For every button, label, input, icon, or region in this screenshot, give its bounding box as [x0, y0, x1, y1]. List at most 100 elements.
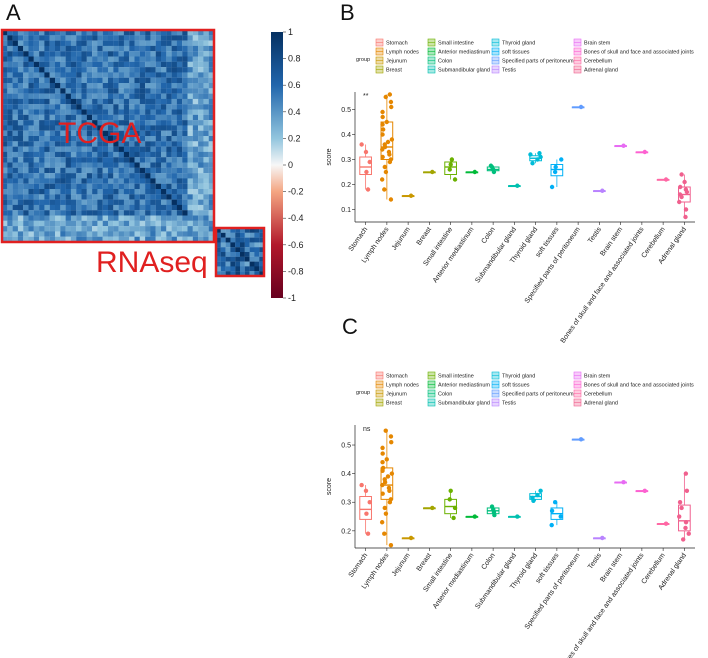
heatmap-cell — [139, 157, 146, 163]
heatmap-cell — [28, 83, 34, 89]
heatmap-cell — [150, 215, 156, 221]
heatmap-cell — [70, 151, 77, 158]
heatmap-cell — [97, 204, 103, 211]
heatmap-cell — [108, 199, 114, 205]
heatmap-cell — [33, 215, 40, 221]
heatmap-cell — [203, 199, 209, 205]
heatmap-cell — [12, 98, 18, 105]
heatmap-cell — [102, 120, 109, 126]
heatmap-cell — [208, 136, 215, 142]
heatmap-cell — [225, 261, 231, 267]
heatmap-cell — [33, 130, 40, 137]
heatmap-cell — [192, 236, 199, 243]
data-point — [447, 497, 452, 502]
heatmap-cell — [76, 194, 82, 200]
x-tick-label: Bones of skull and face and associated j… — [560, 226, 646, 345]
heatmap-cell — [176, 194, 183, 200]
heatmap-cell — [203, 109, 209, 115]
y-tick-label: 0.3 — [341, 157, 351, 164]
data-point — [683, 471, 689, 476]
heatmap-cell — [86, 236, 93, 243]
heatmap-cell — [23, 67, 29, 73]
heatmap-cell — [118, 162, 124, 168]
heatmap-cell — [166, 189, 172, 195]
heatmap-cell — [150, 173, 156, 179]
heatmap-cell — [187, 236, 193, 243]
heatmap-cell — [225, 256, 231, 262]
heatmap-cell — [208, 220, 215, 227]
heatmap-cell — [235, 242, 241, 248]
heatmap-cell — [208, 98, 215, 105]
x-tick-label: Submandibular gland — [474, 552, 518, 610]
heatmap-cell — [70, 215, 77, 221]
heatmap-cell — [23, 204, 29, 211]
heatmap-cell — [166, 67, 172, 73]
heatmap-cell — [33, 40, 40, 46]
heatmap-cell — [182, 61, 188, 68]
heatmap-cell — [203, 40, 209, 46]
heatmap-cell — [182, 141, 188, 147]
heatmap-cell — [187, 45, 193, 52]
heatmap-cell — [155, 72, 162, 78]
heatmap-cell — [139, 67, 146, 73]
heatmap-cell — [145, 162, 151, 168]
heatmap-cell — [203, 194, 209, 200]
heatmap-cell — [113, 204, 119, 211]
heatmap-cell — [81, 93, 87, 99]
heatmap-cell — [23, 83, 29, 89]
heatmap-cell — [55, 61, 61, 68]
heatmap-cell — [139, 77, 146, 84]
heatmap-cell — [203, 83, 209, 89]
heatmap-cell — [7, 56, 13, 62]
heatmap-cell — [86, 157, 93, 163]
heatmap-cell — [12, 104, 18, 110]
heatmap-cell — [44, 204, 50, 211]
heatmap-cell — [182, 56, 188, 62]
heatmap-cell — [129, 189, 135, 195]
heatmap-cell — [2, 199, 8, 205]
heatmap-cell — [203, 220, 209, 227]
heatmap-cell — [187, 88, 193, 94]
heatmap-cell — [92, 104, 98, 110]
heatmap-cell — [12, 67, 18, 73]
heatmap-cell — [108, 35, 114, 41]
heatmap-cell — [150, 136, 156, 142]
heatmap-cell — [129, 173, 135, 179]
heatmap-cell — [49, 231, 56, 237]
heatmap-cell — [220, 256, 226, 262]
x-tick-label: Breast — [416, 226, 433, 247]
heatmap-cell — [23, 120, 29, 126]
heatmap-cell — [161, 189, 167, 195]
heatmap-cell — [182, 226, 188, 232]
heatmap-cell — [187, 104, 193, 110]
heatmap-cell — [171, 93, 177, 99]
heatmap-cell — [166, 88, 172, 94]
heatmap-cell — [55, 130, 61, 137]
heatmap-cell — [155, 88, 162, 94]
heatmap-cell — [220, 266, 226, 272]
heatmap-cell — [23, 151, 29, 158]
heatmap-cell — [76, 141, 82, 147]
heatmap-cell — [244, 271, 250, 277]
heatmap-cell — [240, 237, 245, 243]
heatmap-cell — [108, 77, 114, 84]
heatmap-cell — [70, 199, 77, 205]
heatmap-cell — [225, 266, 231, 272]
heatmap-cell — [161, 109, 167, 115]
heatmap-cell — [150, 77, 156, 84]
heatmap-cell — [108, 98, 114, 105]
data-point — [600, 535, 605, 541]
data-point — [382, 187, 387, 192]
heatmap-cell — [176, 157, 183, 163]
heatmap-cell — [187, 72, 193, 78]
heatmap-cell — [97, 173, 103, 179]
heatmap-cell — [12, 77, 18, 84]
heatmap-cell — [192, 56, 199, 62]
heatmap-cell — [244, 261, 250, 267]
heatmap-cell — [129, 120, 135, 126]
heatmap-cell — [216, 237, 221, 243]
heatmap-cell — [249, 232, 255, 238]
heatmap-cell — [86, 146, 93, 152]
